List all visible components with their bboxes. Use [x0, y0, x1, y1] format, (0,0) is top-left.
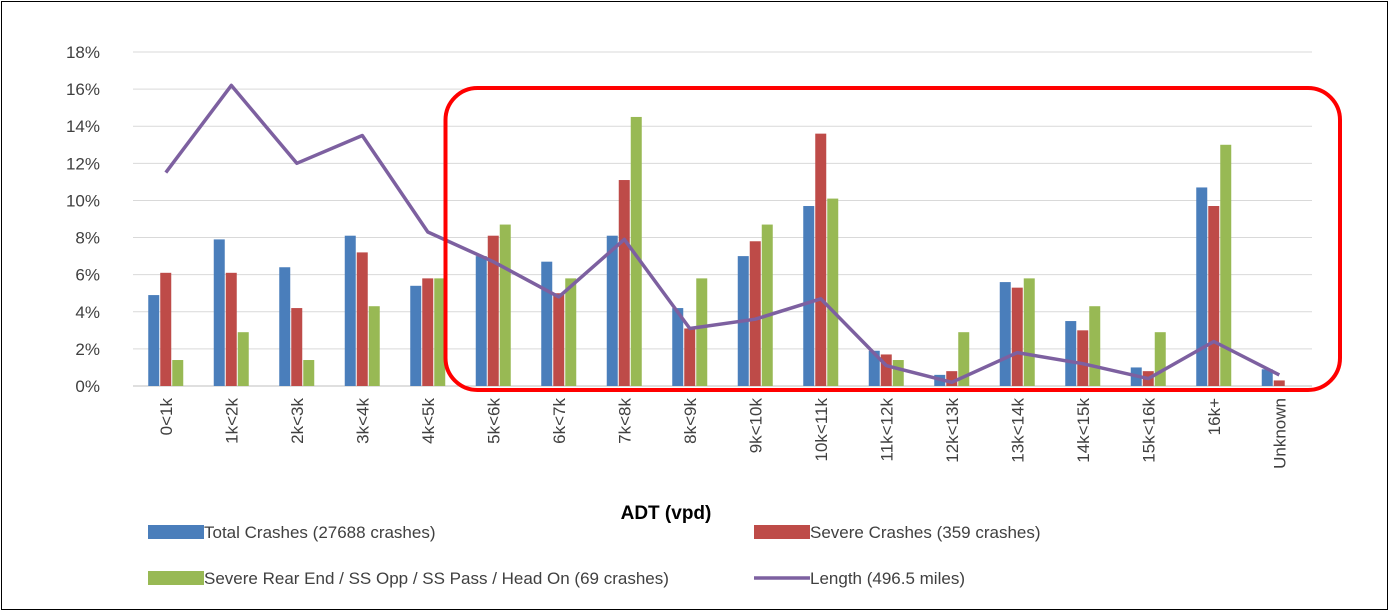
legend-swatch [148, 571, 204, 585]
bar [148, 295, 160, 386]
bar [553, 293, 565, 386]
x-tick-label: 13k<14k [1008, 398, 1027, 463]
bar [1196, 187, 1208, 386]
bar [344, 235, 356, 386]
bar [958, 332, 970, 386]
bar [1089, 306, 1101, 386]
bar [1065, 321, 1077, 386]
y-tick-label: 4% [75, 303, 100, 322]
bar [749, 241, 761, 386]
legend-label: Severe Crashes (359 crashes) [810, 523, 1041, 542]
y-tick-label: 16% [66, 80, 100, 99]
legend-label: Length (496.5 miles) [810, 569, 965, 588]
bar [422, 278, 434, 386]
legend-swatch [148, 525, 204, 539]
bar [237, 332, 249, 386]
bar [630, 116, 642, 386]
x-axis-ticks: 0<1k 1k<2k 2k<3k 3k<4k 4k<5k 5k<6k 6k<7k 7k<8k 8… [157, 398, 1290, 469]
x-tick-label: 6k<7k [550, 398, 569, 444]
legend-swatch [754, 525, 810, 539]
bar [606, 235, 618, 386]
y-tick-label: 18% [66, 43, 100, 62]
bar [160, 272, 172, 386]
bar [1208, 206, 1220, 386]
legend-label: Severe Rear End / SS Opp / SS Pass / Hea… [204, 569, 669, 588]
y-axis-ticks: 0% 2% 4% 6% 8% 10% 12% 14% 16% 18% [66, 43, 100, 396]
bar [946, 371, 958, 386]
y-tick-label: 8% [75, 229, 100, 248]
bar [434, 278, 446, 386]
x-tick-label: 3k<4k [353, 398, 372, 444]
bar [279, 267, 291, 386]
y-tick-label: 6% [75, 266, 100, 285]
series-line [164, 83, 1281, 385]
y-tick-label: 12% [66, 154, 100, 173]
bar [999, 282, 1011, 386]
bar [213, 239, 225, 386]
y-tick-label: 10% [66, 191, 100, 210]
x-tick-label: 4k<5k [419, 398, 438, 444]
x-tick-label: 15k<16k [1139, 398, 1158, 463]
x-tick-label: Unknown [1270, 398, 1289, 469]
x-tick-label: 10k<11k [812, 398, 831, 462]
x-axis-label: ADT (vpd) [621, 503, 712, 524]
x-tick-label: 16k+ [1205, 398, 1224, 435]
x-tick-label: 8k<9k [681, 398, 700, 444]
x-tick-label: 2k<3k [288, 398, 307, 444]
bar [803, 206, 815, 386]
x-tick-label: 0<1k [157, 398, 176, 436]
bar [368, 306, 380, 386]
bar [761, 224, 773, 386]
legend-label: Total Crashes (27688 crashes) [204, 523, 436, 542]
bar [1154, 332, 1166, 386]
bar [1273, 380, 1285, 386]
bar [541, 261, 553, 386]
bar [565, 278, 577, 386]
x-tick-label: 9k<10k [746, 398, 765, 454]
x-tick-label: 12k<13k [943, 398, 962, 463]
bar [291, 308, 303, 386]
x-tick-label: 5k<6k [484, 398, 503, 444]
bar [356, 252, 368, 386]
y-tick-label: 14% [66, 117, 100, 136]
legend: Total Crashes (27688 crashes) Severe Cras… [148, 523, 1041, 588]
bar [225, 272, 237, 386]
x-tick-label: 1k<2k [222, 398, 241, 444]
bar [880, 354, 892, 386]
y-tick-label: 2% [75, 340, 100, 359]
bar [410, 285, 422, 386]
bar [303, 360, 315, 386]
bar [684, 328, 696, 386]
highlight-box [443, 86, 1342, 392]
bar [815, 133, 827, 386]
x-tick-label: 11k<12k [877, 398, 896, 462]
bar [1220, 144, 1232, 386]
bar [892, 360, 904, 386]
x-tick-label: 7k<8k [615, 398, 634, 444]
bar [1023, 278, 1035, 386]
y-tick-label: 0% [75, 377, 100, 396]
bar [1011, 287, 1023, 386]
bar [172, 360, 184, 386]
highlight-layer [443, 86, 1342, 392]
bar [672, 308, 684, 386]
bar [487, 235, 499, 386]
bar [499, 224, 511, 386]
bar [827, 198, 839, 386]
bar [868, 350, 880, 386]
x-tick-label: 14k<15k [1074, 398, 1093, 463]
grid [133, 51, 1312, 387]
bar [475, 256, 487, 386]
bar [1077, 330, 1089, 386]
bars [148, 116, 1285, 386]
bar [696, 278, 708, 386]
line-series [164, 83, 1281, 385]
bar [618, 180, 630, 386]
bar [1261, 369, 1273, 386]
